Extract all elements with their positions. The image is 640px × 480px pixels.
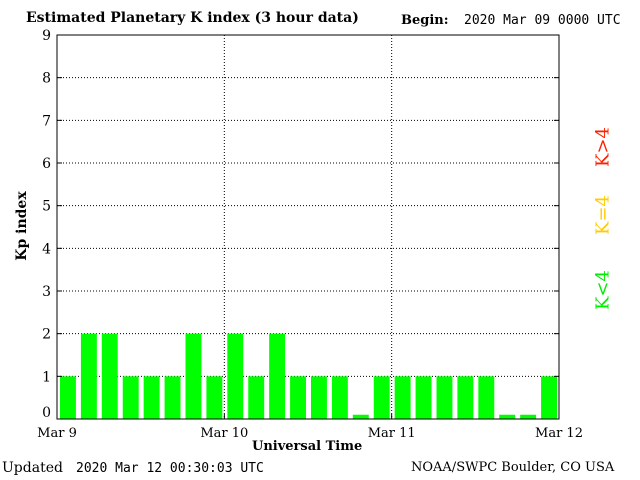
kp-bar [478, 376, 495, 419]
updated-value: 2020 Mar 12 00:30:03 UTC [76, 461, 264, 476]
legend-equal: K=4 [592, 195, 614, 235]
kp-bar [269, 333, 286, 419]
kp-bar [101, 333, 118, 419]
kp-bar [394, 376, 411, 419]
kp-bar [352, 414, 369, 419]
plot-frame [56, 34, 560, 420]
kp-bar [143, 376, 160, 419]
x-tick-label: Mar 11 [368, 426, 416, 441]
y-tick-label: 3 [42, 284, 51, 300]
y-axis-label: Kp index [14, 191, 30, 261]
y-tick-label: 1 [42, 369, 51, 385]
kp-bar [164, 376, 181, 419]
x-tick-label: Mar 12 [535, 426, 583, 441]
kp-bar [373, 376, 390, 419]
kp-bar [311, 376, 327, 419]
legend-high: K>4 [592, 127, 614, 167]
kp-bar [331, 376, 348, 419]
y-tick-label: 2 [42, 327, 51, 343]
kp-bar [415, 376, 432, 419]
y-tick-label: 6 [42, 156, 51, 172]
kp-bar [541, 376, 557, 419]
kp-bar [122, 376, 139, 419]
begin-value: 2020 Mar 09 0000 UTC [464, 13, 621, 28]
y-tick-label: 5 [42, 199, 51, 215]
y-tick-label: 4 [42, 241, 51, 257]
kp-bar [457, 376, 474, 419]
kp-bar [206, 376, 223, 419]
kp-bar [436, 376, 453, 419]
legend-low: K<4 [592, 270, 614, 310]
y-tick-label: 0 [42, 405, 51, 421]
kp-bar [60, 376, 76, 419]
y-tick-label: 8 [42, 71, 51, 87]
x-axis-label: Universal Time [252, 439, 363, 454]
updated-label: Updated [2, 460, 63, 476]
credit-text: NOAA/SWPC Boulder, CO USA [411, 460, 615, 475]
x-tick-label: Mar 9 [37, 426, 77, 441]
kp-bar [185, 333, 202, 419]
kp-bar [520, 414, 537, 419]
kp-bar [248, 376, 265, 419]
kp-bar [499, 414, 516, 419]
kp-bar [290, 376, 306, 419]
kp-bar [80, 333, 97, 419]
x-tick-label: Mar 10 [200, 426, 248, 441]
chart-title: Estimated Planetary K index (3 hour data… [26, 10, 359, 26]
begin-label: Begin: [401, 13, 449, 28]
y-tick-label: 7 [42, 113, 51, 129]
y-tick-label: 9 [42, 28, 51, 44]
kp-bar [227, 333, 244, 419]
